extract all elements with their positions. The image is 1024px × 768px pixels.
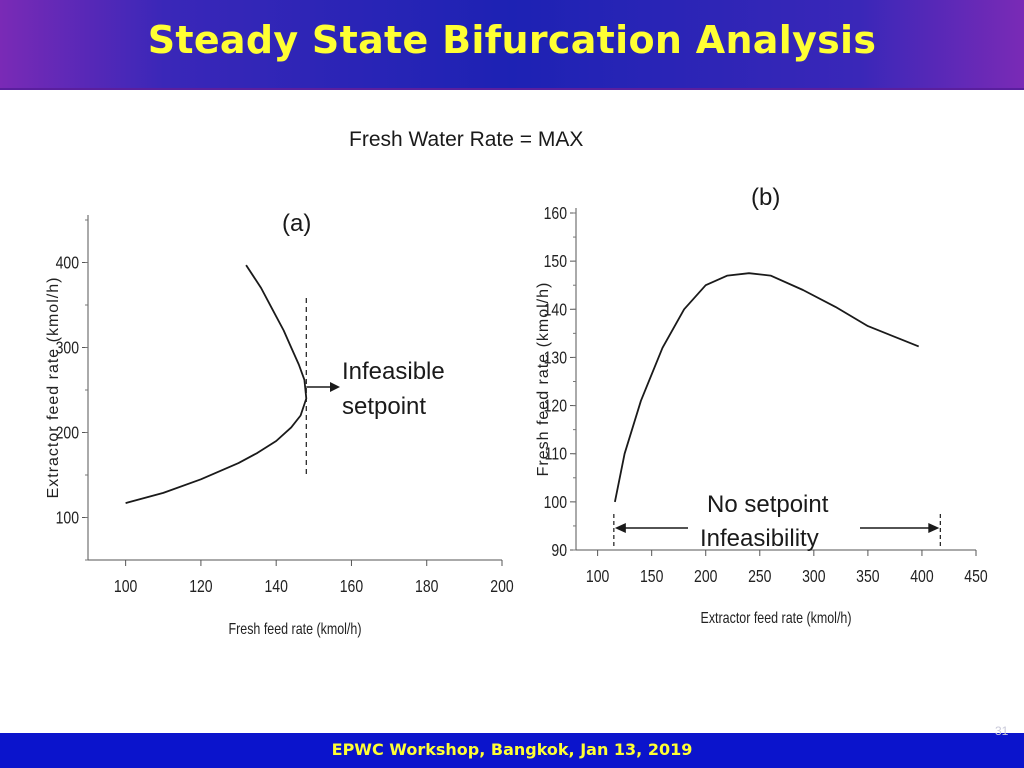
chart-a-series-line	[125, 264, 308, 504]
infeasibility-arrow-right-head	[928, 523, 940, 533]
no-setpoint-annotation: No setpoint	[707, 491, 829, 518]
chart-b-x-tick-label: 250	[748, 566, 771, 586]
chart-a-y-tick-label: 100	[56, 508, 79, 528]
infeasible-setpoint-annotation-line-1: Infeasible	[342, 358, 445, 385]
slide-subtitle: Fresh Water Rate = MAX	[349, 128, 584, 151]
panel-b-label: (b)	[751, 184, 781, 211]
chart-b-x-axis-title: Extractor feed rate (kmol/h)	[701, 610, 852, 628]
footer-bar	[0, 733, 1024, 768]
slide-title: Steady State Bifurcation Analysis	[147, 18, 877, 62]
chart-a-x-tick-label: 160	[340, 576, 363, 596]
chart-a-y-tick-label: 200	[56, 423, 79, 443]
chart-b-x-tick-label: 100	[586, 566, 609, 586]
chart-b-x-tick-label: 300	[802, 566, 825, 586]
chart-b-x-tick-label: 450	[964, 566, 987, 586]
chart-a-x-tick-label: 120	[189, 576, 212, 596]
chart-a-y-axis-title: Extractor feed rate (kmol/h)	[45, 277, 62, 499]
chart-a-x-tick-label: 100	[114, 576, 137, 596]
chart-b-series-line	[614, 272, 920, 503]
page-number: 31	[995, 724, 1009, 738]
chart-b-y-tick-label: 130	[544, 348, 567, 368]
chart-a-y-tick-label: 400	[56, 253, 79, 273]
chart-b-y-tick-label: 90	[551, 540, 567, 560]
chart-b-x-tick-label: 150	[640, 566, 663, 586]
chart-a-x-tick-label: 180	[415, 576, 438, 596]
footer-text: EPWC Workshop, Bangkok, Jan 13, 2019	[331, 740, 693, 759]
chart-b-y-tick-label: 110	[545, 444, 567, 464]
chart-b-x-tick-label: 400	[910, 566, 933, 586]
chart-b-y-tick-label: 140	[544, 300, 567, 320]
chart-b-y-tick-label: 100	[544, 492, 567, 512]
chart-b-y-tick-label: 150	[544, 252, 567, 272]
panel-a-label: (a)	[282, 210, 312, 237]
chart-a-y-tick-label: 300	[56, 338, 79, 358]
infeasible-setpoint-annotation: Infeasible setpoint	[342, 354, 482, 424]
title-bar	[0, 0, 1024, 90]
infeasibility-arrow-left-head	[614, 523, 626, 533]
infeasibility-annotation: Infeasibility	[700, 525, 819, 552]
chart-b-y-tick-label: 160	[544, 203, 567, 223]
chart-b-y-tick-label: 120	[544, 396, 567, 416]
infeasible-setpoint-annotation-line-2: setpoint	[342, 393, 427, 420]
chart-a-x-tick-label: 140	[264, 576, 287, 596]
chart-a-x-axis-title: Fresh feed rate (kmol/h)	[229, 621, 362, 639]
chart-b-y-axis-title: Fresh feed rate (kmol/h)	[535, 282, 552, 477]
chart-a-x-tick-label: 200	[490, 576, 513, 596]
chart-b-x-tick-label: 200	[694, 566, 717, 586]
chart-b-x-tick-label: 350	[856, 566, 879, 586]
infeasible-arrow-head	[330, 382, 340, 392]
